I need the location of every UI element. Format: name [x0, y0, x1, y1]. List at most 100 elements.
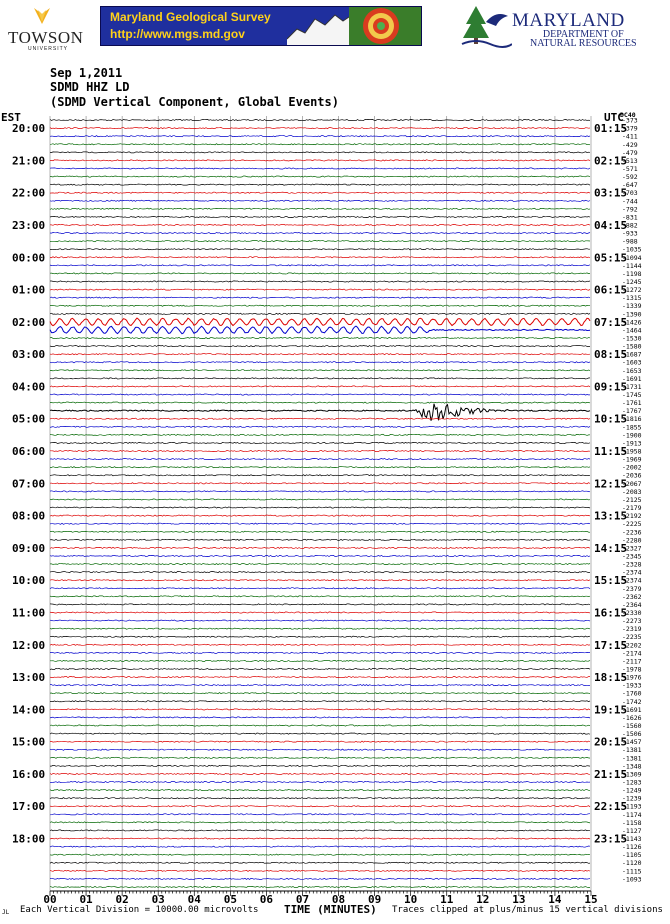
x-tick-label: 07 — [296, 893, 309, 906]
trace-row — [49, 256, 591, 259]
dc-offset-label: -1767 — [622, 407, 642, 415]
x-tick-label: 14 — [548, 893, 562, 906]
mgs-url-link[interactable]: http://www.mgs.md.gov — [110, 27, 245, 41]
left-hour-label: 12:00 — [12, 639, 45, 652]
dc-offset-label: -1381 — [622, 746, 642, 754]
right-hour-label: 01:15 — [594, 122, 627, 135]
left-hour-label: 11:00 — [12, 606, 45, 619]
x-tick-label: 12 — [476, 893, 489, 906]
left-hour-label: 17:00 — [12, 800, 45, 813]
right-hour-label: 19:15 — [594, 703, 627, 716]
trace-row — [49, 175, 591, 178]
x-tick-label: 00 — [43, 893, 56, 906]
dc-offset-label: -988 — [622, 238, 638, 246]
dc-offset-label: -379 — [622, 125, 638, 133]
trace-row — [49, 288, 591, 291]
trace-row — [49, 393, 590, 396]
mgs-banner[interactable]: Maryland Geological Survey http://www.mg… — [100, 6, 422, 46]
left-hour-label: 18:00 — [12, 833, 45, 846]
trace-row — [49, 724, 591, 727]
dc-offset-label: -1283 — [622, 779, 642, 787]
left-hour-label: 09:00 — [12, 542, 45, 555]
dc-offset-label: -1174 — [622, 811, 642, 819]
right-hour-label: 16:15 — [594, 606, 627, 619]
left-hour-label: 21:00 — [12, 154, 45, 167]
dc-offset-label: -1731 — [622, 383, 642, 391]
trace-row — [49, 296, 591, 299]
trace-row — [49, 740, 591, 743]
right-hour-label: 22:15 — [594, 800, 627, 813]
right-hour-label: 21:15 — [594, 768, 627, 781]
right-hour-label: 07:15 — [594, 316, 627, 329]
trace-row — [49, 554, 591, 558]
right-hour-label: 11:15 — [594, 445, 627, 458]
left-hour-label: 04:00 — [12, 380, 45, 393]
right-hour-label: 18:15 — [594, 671, 627, 684]
trace-row — [49, 325, 591, 335]
x-tick-label: 06 — [260, 893, 274, 906]
dc-offset-label: -1691 — [622, 706, 642, 714]
right-hour-label: 02:15 — [594, 154, 627, 167]
trace-row — [49, 312, 591, 315]
trace-row — [49, 780, 591, 784]
dc-offset-label: -703 — [622, 189, 638, 197]
left-hour-label: 13:00 — [12, 671, 45, 684]
dc-offset-label: -1198 — [622, 270, 642, 278]
trace-row — [49, 837, 591, 840]
trace-row — [49, 789, 591, 792]
towson-logo[interactable]: TOWSON UNIVERSITY — [2, 2, 83, 52]
dc-offset-label: -1855 — [622, 423, 642, 431]
dc-offset-label: -1339 — [622, 302, 642, 310]
md-wordmark: MARYLAND — [512, 10, 625, 31]
dc-offset-label: -2374 — [622, 569, 642, 577]
dc-offset-label: -1144 — [622, 262, 642, 270]
dc-offset-label: -2379 — [622, 585, 642, 593]
right-hour-label: 23:15 — [594, 833, 627, 846]
trace-row — [49, 651, 591, 654]
dc-offset-label: -1626 — [622, 714, 642, 722]
x-tick-label: 10 — [404, 893, 417, 906]
right-hour-label: 14:15 — [594, 542, 627, 555]
trace-row — [49, 611, 591, 614]
trace-row — [49, 756, 591, 759]
trace-row — [49, 232, 591, 235]
dc-offset-label: -2225 — [622, 520, 642, 528]
dc-column-header: DC40 — [620, 111, 636, 119]
dc-offset-label: -1249 — [622, 787, 642, 795]
dc-offset-label: -1969 — [622, 456, 642, 464]
dc-offset-label: -1094 — [622, 254, 642, 262]
dc-offset-label: -1120 — [622, 859, 642, 867]
mgs-banner-art-icon — [287, 7, 421, 45]
trace-row — [49, 732, 591, 735]
dc-offset-label: -1687 — [622, 351, 642, 359]
trace-row — [49, 353, 591, 356]
x-tick-label: 03 — [152, 893, 165, 906]
dc-offset-label: -2330 — [622, 609, 642, 617]
dc-offset-label: -592 — [622, 173, 638, 181]
md-dnr-logo[interactable]: MARYLAND DEPARTMENT OF NATURAL RESOURCES — [460, 2, 670, 50]
corner-mark: JL — [2, 909, 10, 916]
trace-row — [49, 482, 591, 485]
left-hour-label: 02:00 — [12, 316, 45, 329]
trace-row — [50, 659, 591, 662]
trace-row — [49, 546, 591, 549]
clip-note: Traces clipped at plus/minus 15 vertical… — [392, 905, 663, 915]
right-hour-label: 04:15 — [594, 219, 627, 232]
trace-row — [50, 280, 591, 283]
trace-row — [50, 684, 591, 687]
trace-row — [49, 861, 591, 864]
dc-offset-label: -882 — [622, 221, 638, 229]
dc-offset-label: -1093 — [622, 875, 642, 883]
trace-row — [49, 135, 591, 138]
dc-offset-label: -1560 — [622, 722, 642, 730]
trace-row — [49, 805, 591, 808]
trace-row — [49, 643, 591, 646]
trace-row — [49, 579, 591, 582]
dc-offset-label: -1127 — [622, 827, 642, 835]
trace-row — [49, 813, 591, 816]
dc-offset-label: -1760 — [622, 690, 642, 698]
dc-offset-label: -1933 — [622, 682, 642, 690]
mgs-title: Maryland Geological Survey — [110, 10, 271, 24]
trace-row — [49, 191, 591, 194]
plot-station: SDMD HHZ LD — [50, 80, 130, 94]
